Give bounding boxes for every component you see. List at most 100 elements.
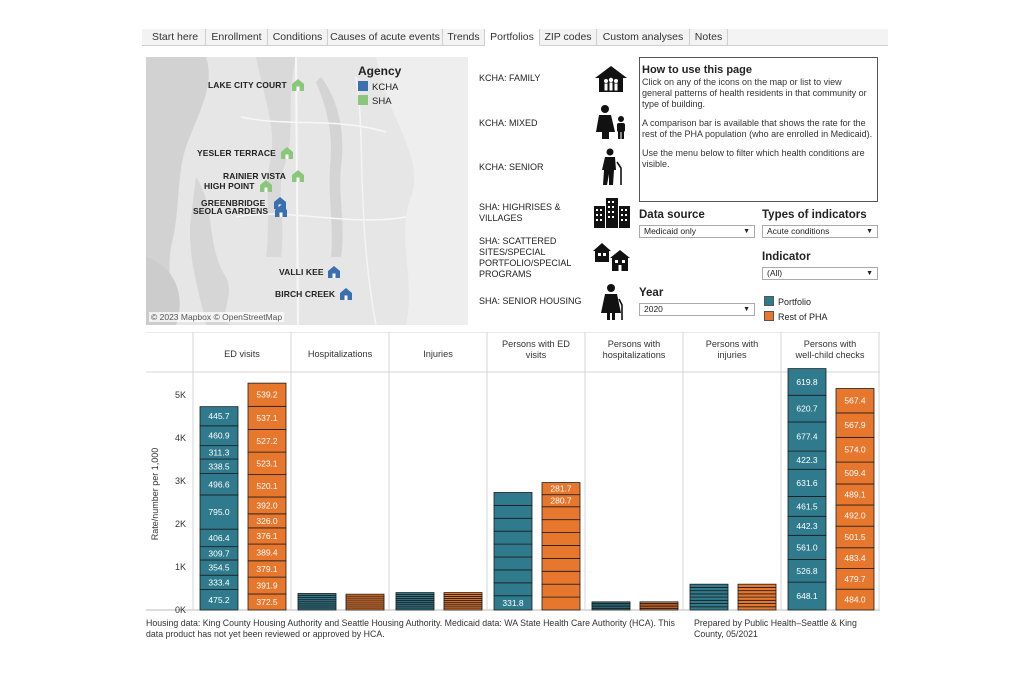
data-source-title: Data source xyxy=(639,209,705,221)
bar-segment xyxy=(493,569,533,584)
legend-item-kcha[interactable]: KCHA xyxy=(358,81,398,93)
bar-segment xyxy=(689,603,729,608)
tab-custom-analyses[interactable]: Custom analyses xyxy=(597,29,690,45)
howto-paragraph: A comparison bar is available that shows… xyxy=(642,118,873,139)
bar-data-label: 442.3 xyxy=(796,521,818,531)
bar-segment xyxy=(787,581,827,611)
bar-segment xyxy=(737,590,777,595)
bar-segment xyxy=(345,593,385,597)
site-label-high-point: HIGH POINT xyxy=(204,181,255,191)
footer-data-note: Housing data: King County Housing Author… xyxy=(146,618,675,639)
house-icon[interactable] xyxy=(274,204,288,218)
legend-item-portfolio[interactable]: Portfolio xyxy=(764,296,811,307)
indicator-bar-chart[interactable]: Rate/number per 1,000 0K 1K 2K 3K 4K 5K ED visi… xyxy=(146,332,880,614)
bar-data-label: 354.5 xyxy=(208,563,230,573)
portfolio-label-sha-senior-housing[interactable]: SHA: SENIOR HOUSING xyxy=(479,296,582,306)
legend-label: SHA xyxy=(372,96,392,107)
bar-segment xyxy=(737,587,777,592)
bar-data-label: 509.4 xyxy=(844,468,866,478)
bar-data-label: 406.4 xyxy=(208,533,230,543)
portfolio-label-sha-scattered-sites[interactable]: SHA: SCATTERED SITES/SPECIAL PORTFOLIO/S… xyxy=(479,236,572,279)
portfolio-map[interactable]: Agency KCHA SHA LAKE CITY COURT YESLER T… xyxy=(146,57,468,325)
category-header: well-child checks xyxy=(795,350,865,360)
portfolio-label-kcha-family[interactable]: KCHA: FAMILY xyxy=(479,73,541,83)
bar-data-label: 537.1 xyxy=(256,413,278,423)
mixed-people-icon[interactable] xyxy=(593,104,629,140)
house-icon[interactable] xyxy=(291,169,305,183)
map-legend-title: Agency xyxy=(358,64,402,78)
tab-portfolios[interactable]: Portfolios xyxy=(485,29,540,46)
bar-segment xyxy=(493,504,533,519)
house-icon[interactable] xyxy=(339,287,353,301)
bar-segment xyxy=(541,557,581,572)
bar-segment xyxy=(443,592,483,595)
bar-data-label: 461.5 xyxy=(796,501,818,511)
house-icon[interactable] xyxy=(280,146,294,160)
scattered-houses-icon[interactable] xyxy=(593,242,631,272)
portfolio-label-sha-highrises[interactable]: SHA: HIGHRISES & VILLAGES xyxy=(479,202,561,223)
bar-segment xyxy=(737,596,777,601)
bar-data-label: 379.1 xyxy=(256,564,278,574)
howto-paragraph: Use the menu below to filter which healt… xyxy=(642,148,865,169)
bar-segment xyxy=(689,593,729,598)
bar-segment xyxy=(199,494,239,530)
category-header: Persons with xyxy=(608,339,661,349)
house-icon[interactable] xyxy=(327,265,341,279)
bar-data-label: 460.9 xyxy=(208,431,230,441)
howto-paragraph: Click on any of the icons on the map or … xyxy=(642,77,867,109)
highrise-icon[interactable] xyxy=(593,196,631,228)
bar-data-label: 631.6 xyxy=(796,478,818,488)
bar-data-label: 619.8 xyxy=(796,377,818,387)
legend-item-sha[interactable]: SHA xyxy=(358,95,392,107)
portfolio-label-kcha-mixed[interactable]: KCHA: MIXED xyxy=(479,118,538,128)
y-tick-label: 1K xyxy=(175,562,186,572)
bar-data-label: 422.3 xyxy=(796,455,818,465)
year-select[interactable]: 2020 ▼ xyxy=(639,303,755,316)
bar-data-label: 389.4 xyxy=(256,547,278,557)
tab-enrollment[interactable]: Enrollment xyxy=(206,29,268,45)
senior-cane-icon[interactable] xyxy=(598,148,626,186)
tab-conditions[interactable]: Conditions xyxy=(268,29,328,45)
bar-data-label: 311.3 xyxy=(209,447,230,457)
tab-causes-of-acute-events[interactable]: Causes of acute events xyxy=(328,29,443,45)
bar-segment xyxy=(247,382,287,407)
legend-item-rest-of-pha[interactable]: Rest of PHA xyxy=(764,311,828,322)
house-icon[interactable] xyxy=(291,78,305,92)
bar-segment xyxy=(835,436,875,463)
bar-segment xyxy=(493,582,533,597)
tab-zip-codes[interactable]: ZIP codes xyxy=(540,29,597,45)
tab-notes[interactable]: Notes xyxy=(690,29,728,45)
family-house-icon[interactable] xyxy=(593,64,629,94)
bar-data-label: 520.1 xyxy=(256,481,278,491)
bar-segment xyxy=(297,593,337,596)
legend-label: Portfolio xyxy=(778,297,812,307)
bar-segment xyxy=(395,592,435,595)
map-attribution: © 2023 Mapbox © OpenStreetMap xyxy=(149,312,285,322)
bar-segment xyxy=(787,468,827,497)
bar-segment xyxy=(493,492,533,506)
bar-data-label: 492.0 xyxy=(844,511,866,521)
tab-trends[interactable]: Trends xyxy=(443,29,485,45)
tab-start-here[interactable]: Start here xyxy=(145,29,206,45)
senior-woman-icon[interactable] xyxy=(598,283,626,321)
legend-label: Rest of PHA xyxy=(778,312,828,322)
how-to-use-panel: How to use this page Click on any of the… xyxy=(639,57,878,202)
footer-prepared-by: Prepared by Public Health–Seattle & King… xyxy=(694,618,857,639)
bar-data-label: 677.4 xyxy=(796,432,818,442)
bar-segment xyxy=(787,368,827,396)
bar-data-label: 281.7 xyxy=(550,484,572,494)
site-label-seola-gardens: SEOLA GARDENS xyxy=(193,206,269,216)
house-icon[interactable] xyxy=(259,179,273,193)
portfolio-label-kcha-senior[interactable]: KCHA: SENIOR xyxy=(479,162,544,172)
site-label-lake-city-court: LAKE CITY COURT xyxy=(208,80,287,90)
data-source-select[interactable]: Medicaid only ▼ xyxy=(639,225,755,238)
category-header: Persons with xyxy=(804,339,857,349)
bar-data-label: 496.6 xyxy=(208,479,230,489)
bar-segment xyxy=(835,388,875,414)
select-value: Acute conditions xyxy=(767,226,830,236)
indicator-select[interactable]: (All) ▼ xyxy=(762,267,878,280)
site-label-greenbridge: GREENBRIDGE xyxy=(201,198,266,208)
indicator-types-select[interactable]: Acute conditions ▼ xyxy=(762,225,878,238)
y-tick-label: 4K xyxy=(175,433,186,443)
bar-segment xyxy=(493,556,533,571)
